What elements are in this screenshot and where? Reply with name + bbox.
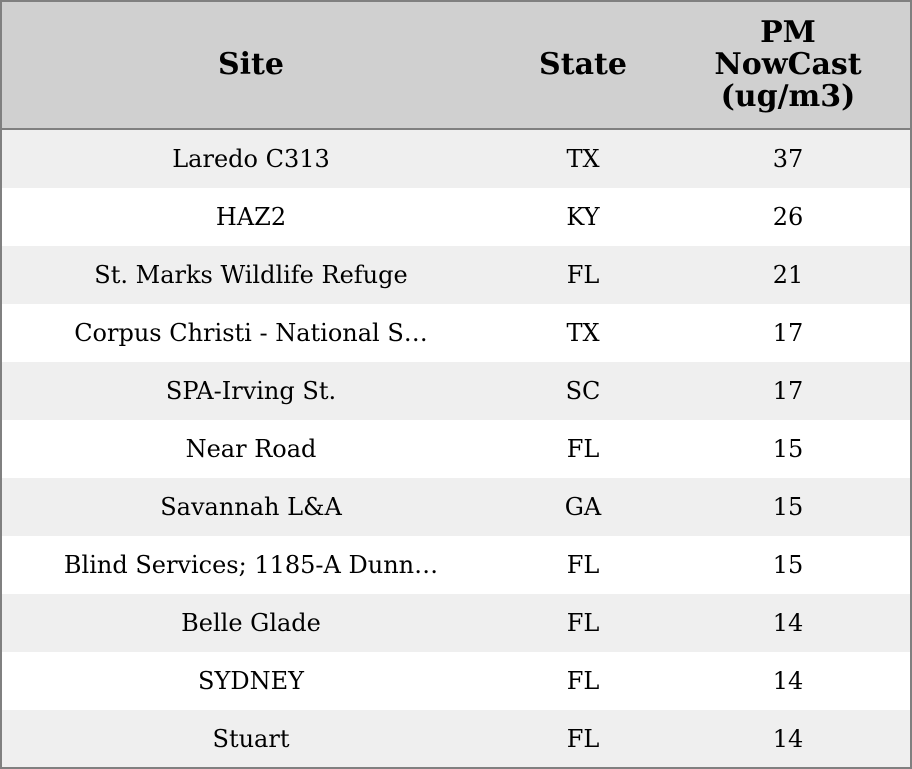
table-cell: Near Road [2,420,500,478]
table-cell: SC [500,362,666,420]
table-cell: 15 [666,478,910,536]
table-body: Laredo C313 TX 37 HAZ2 KY 26 St. Marks Wildlif… [2,129,910,767]
table-cell: KY [500,188,666,246]
table-cell: FL [500,246,666,304]
table-cell: FL [500,710,666,767]
header-cell: PM NowCast (ug/m3) [666,2,910,130]
table-cell: 37 [666,129,910,188]
table-row: Stuart FL 14 [2,710,910,767]
table-cell: SYDNEY [2,652,500,710]
table-cell: 17 [666,304,910,362]
table-row: Laredo C313 TX 37 [2,129,910,188]
table-cell: 15 [666,536,910,594]
header-row: Site State PM NowCast (ug/m3) [2,2,910,130]
header-text: State [539,47,627,82]
table-cell: Stuart [2,710,500,767]
table-cell: 14 [666,652,910,710]
table-cell: FL [500,536,666,594]
table-cell: SPA-Irving St. [2,362,500,420]
table-row: Savannah L&A GA 15 [2,478,910,536]
table-row: St. Marks Wildlife Refuge FL 21 [2,246,910,304]
table-cell: 15 [666,420,910,478]
header-cell: Site [2,2,500,130]
table-row: Blind Services; 1185-A Dunn… FL 15 [2,536,910,594]
header-text: Site [217,47,284,82]
table-cell: Belle Glade [2,594,500,652]
table-cell: 14 [666,594,910,652]
table-cell: TX [500,304,666,362]
table-cell: Blind Services; 1185-A Dunn… [2,536,500,594]
table-cell: 17 [666,362,910,420]
table-row: HAZ2 KY 26 [2,188,910,246]
table-cell: TX [500,129,666,188]
table-row: SPA-Irving St. SC 17 [2,362,910,420]
table-cell: 21 [666,246,910,304]
table-cell: GA [500,478,666,536]
table-row: Belle Glade FL 14 [2,594,910,652]
table-cell: St. Marks Wildlife Refuge [2,246,500,304]
table-cell: 26 [666,188,910,246]
table-cell: FL [500,594,666,652]
table-cell: HAZ2 [2,188,500,246]
table-cell: Corpus Christi - National S… [2,304,500,362]
header-text: PM NowCast (ug/m3) [714,15,862,114]
table-row: Near Road FL 15 [2,420,910,478]
header-cell: State [500,2,666,130]
table-cell: Savannah L&A [2,478,500,536]
table-cell: Laredo C313 [2,129,500,188]
table-cell: FL [500,420,666,478]
table-row: Corpus Christi - National S… TX 17 [2,304,910,362]
table-cell: 14 [666,710,910,767]
table-cell: FL [500,652,666,710]
table-row: SYDNEY FL 14 [2,652,910,710]
